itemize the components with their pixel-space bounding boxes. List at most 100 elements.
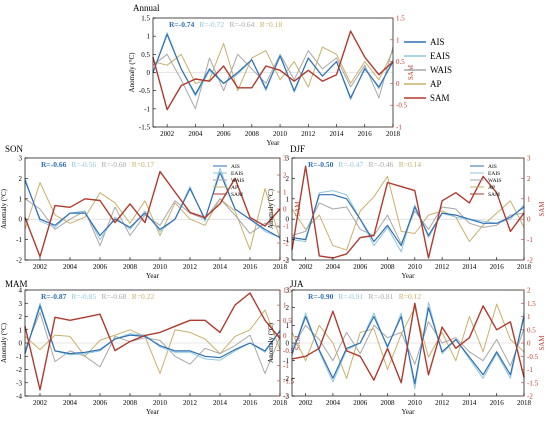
y2-tick-label: 1.5 [527,300,536,308]
panel-title: JJA [290,279,304,289]
y-tick-label: 3 [286,287,290,295]
x-tick-label: 2006 [217,130,232,138]
x-tick-label: 2016 [243,399,258,407]
correlation-labels: R=-0.87 R=-0.85 R=-0.68 R=0.22 [41,292,154,301]
x-tick-label: 2006 [353,399,368,407]
legend-label-ap: AP [488,185,495,191]
y-tick-label: -3 [283,393,289,401]
y2-tick-label: 0 [283,332,287,340]
legend-label-ap: AP [430,79,442,89]
x-tick-label: 2018 [273,263,288,271]
y-tick-label: 4 [19,287,23,295]
series-group [291,165,525,259]
y-tick-label: 1 [19,326,23,334]
y2-tick-label: -1 [283,223,289,231]
panel-annual: Annual 2002 2004 2006 2008 2010 2012 2014 2016 20… [128,3,452,147]
correlation-labels: R=-0.66 R=-0.56 R=-0.60 R=0.17 [41,160,154,169]
series-line-ais [291,194,525,247]
panel-title: SON [5,144,24,154]
series-line-sam [152,30,394,111]
x-tick-label: 2010 [408,263,423,271]
x-tick-label: 2014 [213,263,228,271]
y-tick-label: 0 [19,340,23,348]
x-tick-label: 2012 [183,399,198,407]
series-line-sam [24,170,281,258]
x-tick-label: 2002 [160,130,175,138]
series-line-eais [24,302,281,361]
series-line-sam [291,165,525,259]
y2-tick-label: -3 [283,257,289,265]
series-line-ap [24,309,281,374]
correlation-labels: R=-0.50 R=-0.47 R=-0.46 R=0.14 [308,160,421,169]
series-line-sam [291,302,525,384]
correlation-ap: R=0.17 [132,160,155,169]
y-tick-label: -0.5 [139,87,151,95]
y-tick-label: 1.5 [141,15,150,23]
correlation-ap: R=0.12 [399,292,422,301]
y2-axis-label: SAM [294,335,302,351]
x-tick-label: 2014 [213,399,228,407]
x-tick-label: 2002 [33,399,48,407]
x-tick-label: 2008 [245,130,260,138]
x-tick-label: 2012 [183,263,198,271]
y-tick-label: 3 [19,155,23,163]
legend-label-wais: WAIS [430,65,452,75]
x-tick-label: 2004 [326,399,341,407]
x-tick-label: 2002 [299,263,314,271]
y-tick-label: 0 [286,340,290,348]
y2-tick-label: -1.5 [527,379,539,387]
x-tick-label: 2008 [381,263,396,271]
correlation-eais: R=-0.91 [338,292,363,301]
y2-tick-label: 1.5 [396,15,405,23]
y2-tick-label: 0 [396,80,400,88]
series-line-ais [291,307,525,385]
x-tick-label: 2010 [273,130,288,138]
x-tick-label: 2016 [358,130,373,138]
x-tick-label: 2014 [330,130,345,138]
panel-title: DJF [290,144,305,154]
legend: AIS EAIS WAIS AP SAM [404,37,452,103]
legend-label-sam: SAM [231,192,243,198]
y-tick-label: 3 [19,300,23,308]
y2-tick-label: -0.5 [283,347,295,355]
y-axis-label: Anomaly (°C) [0,322,8,363]
y-tick-label: 2 [19,175,23,183]
x-tick-label: 2004 [63,399,78,407]
legend-label-ap: AP [231,185,238,191]
x-tick-label: 2018 [517,399,532,407]
correlation-ap: R=0.18 [260,20,283,29]
y2-tick-label: 2 [283,172,287,180]
y2-tick-label: 1 [396,36,400,44]
y2-tick-label: 2 [527,175,531,183]
x-tick-label: 2016 [490,263,505,271]
x-axis-label: Year [267,139,281,147]
series-group [24,292,281,391]
y2-tick-label: -0.5 [396,102,408,110]
y-tick-label: 1 [19,195,23,203]
series-group [291,301,525,390]
y-tick-label: 1 [147,33,151,41]
series-line-eais [291,190,525,253]
x-tick-label: 2012 [301,130,316,138]
x-tick-label: 2002 [33,263,48,271]
x-tick-label: 2010 [153,263,168,271]
legend-label-wais: WAIS [488,178,501,184]
correlation-wais: R=-0.46 [369,160,394,169]
x-tick-label: 2014 [462,399,477,407]
series-line-ap [152,42,394,92]
series-line-ap [291,303,525,379]
y2-tick-label: 1 [283,189,287,197]
correlation-ais: R=-0.90 [308,292,334,301]
y-tick-label: -1 [16,353,22,361]
x-tick-label: 2012 [435,399,450,407]
x-tick-label: 2008 [123,263,138,271]
series-group [24,167,281,258]
correlation-wais: R=-0.60 [102,160,127,169]
y-tick-label: 1 [286,195,290,203]
y-tick-label: -1 [283,357,289,365]
y2-tick-label: 1.5 [283,287,292,295]
